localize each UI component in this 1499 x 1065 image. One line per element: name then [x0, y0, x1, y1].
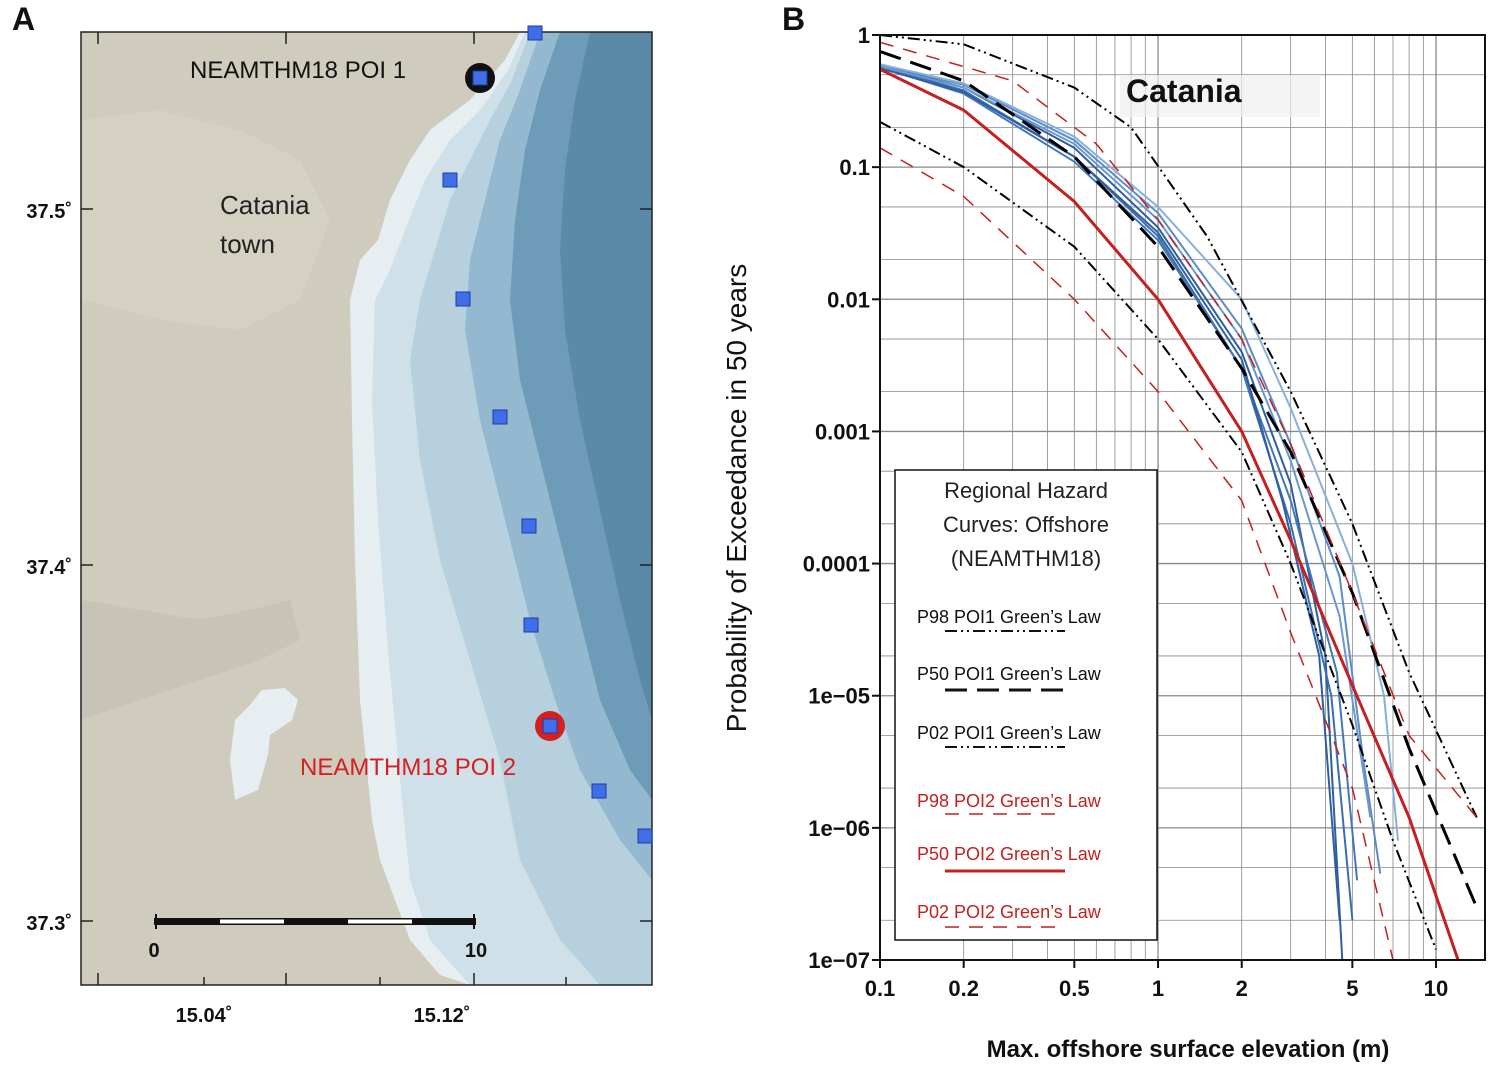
poi-marker [472, 70, 488, 86]
y-axis-title: Probability of Exceedance in 50 years [721, 264, 752, 733]
x-axis-ticks: 0.1 0.2 0.5 1 2 5 10 [865, 960, 1448, 1001]
lon-tick-label: 15.12˚ [414, 1004, 471, 1027]
sea-band-6 [560, 32, 652, 720]
x-tick-label: 1 [1152, 976, 1164, 1001]
p02-poi2-green-s-law-line [879, 147, 1394, 961]
lon-tick-label: 15.04˚ [176, 1004, 233, 1027]
map-panel: 37.5˚ 37.4˚ 37.3˚ 15.04˚ 15.12˚ Catania … [26, 25, 653, 1027]
poi1-label: NEAMTHM18 POI 1 [190, 57, 406, 84]
y-tick-label: 1 [858, 23, 870, 48]
x-axis-title: Max. offshore surface elevation (m) [987, 1036, 1390, 1063]
x-tick-label: 2 [1236, 976, 1248, 1001]
legend-item-label: P98 POI2 Green’s Law [917, 791, 1102, 811]
hill-shade [81, 600, 300, 720]
y-tick-label: 0.1 [839, 155, 870, 180]
x-tick-label: 5 [1346, 976, 1358, 1001]
y-tick-label: 1e−05 [808, 684, 870, 709]
panel-b-label: B [782, 1, 805, 37]
y-tick-label: 0.0001 [803, 552, 870, 577]
p98-poi2-green-s-law-line [879, 41, 1478, 818]
poi-marker [591, 783, 607, 799]
x-tick-label: 0.2 [948, 976, 979, 1001]
chart-legend: Regional Hazard Curves: Offshore (NEAMTH… [894, 469, 1158, 941]
poi-marker [521, 518, 537, 534]
legend-item-label: P50 POI1 Green’s Law [917, 664, 1102, 684]
legend-item-label: P02 POI1 Green’s Law [917, 723, 1102, 743]
lat-tick-label: 37.5˚ [26, 200, 72, 223]
p50-poi2-green-s-law-line [879, 67, 1460, 961]
poi-marker [542, 718, 558, 734]
chart-frame [879, 34, 1486, 961]
poi-marker [492, 409, 508, 425]
x-tick-label: 10 [1424, 976, 1448, 1001]
legend-title: (NEAMTHM18) [951, 546, 1101, 571]
poi-marker [455, 291, 471, 307]
regional-curve-4-line [879, 66, 1359, 881]
y-tick-label: 1e−06 [808, 816, 870, 841]
poi-markers [442, 25, 653, 844]
legend-item-label: P02 POI2 Green’s Law [917, 902, 1102, 922]
poi-marker [442, 172, 458, 188]
poi-marker [527, 25, 543, 41]
scale-bar [154, 914, 476, 929]
lat-tick-label: 37.3˚ [26, 912, 72, 935]
lagoon [230, 688, 298, 800]
chart-series [879, 34, 1479, 961]
x-tick-label: 0.1 [865, 976, 896, 1001]
legend-title: Curves: Offshore [943, 512, 1109, 537]
poi2-label: NEAMTHM18 POI 2 [300, 754, 516, 781]
scale-label: 0 [148, 940, 159, 962]
town-label: Catania [220, 190, 310, 220]
legend-item-label: P50 POI2 Green’s Law [917, 844, 1102, 864]
legend-title: Regional Hazard [944, 478, 1108, 503]
p50-poi1-green-s-law-line [879, 50, 1479, 908]
scale-label: 10 [465, 940, 487, 962]
y-tick-label: 0.01 [827, 287, 870, 312]
poi-marker [523, 617, 539, 633]
panel-a-label: A [12, 1, 35, 37]
chart-title-backdrop [1120, 75, 1320, 117]
x-tick-label: 0.5 [1059, 976, 1090, 1001]
lat-tick-label: 37.4˚ [26, 556, 72, 579]
p98-poi1-green-s-law-line [879, 34, 1478, 818]
regional-curve-3-line [879, 63, 1382, 874]
chart-title: Catania [1126, 73, 1242, 109]
p02-poi1-green-s-law-line [879, 121, 1437, 950]
poi-marker [637, 828, 653, 844]
legend-box [894, 469, 1158, 941]
y-tick-label: 1e−07 [808, 948, 870, 973]
town-label: town [220, 229, 275, 259]
y-tick-label: 0.001 [815, 419, 870, 444]
map-ticks [81, 32, 652, 985]
map-frame [80, 31, 653, 986]
regional-curve-7-line [879, 67, 1341, 921]
hill-shade-2 [81, 110, 330, 330]
regional-curve-2-line [879, 65, 1354, 921]
y-axis-ticks: 1 0.1 0.01 0.001 0.0001 1e−05 1e−06 1e−07 [803, 23, 880, 973]
legend-item-label: P98 POI1 Green’s Law [917, 607, 1102, 627]
